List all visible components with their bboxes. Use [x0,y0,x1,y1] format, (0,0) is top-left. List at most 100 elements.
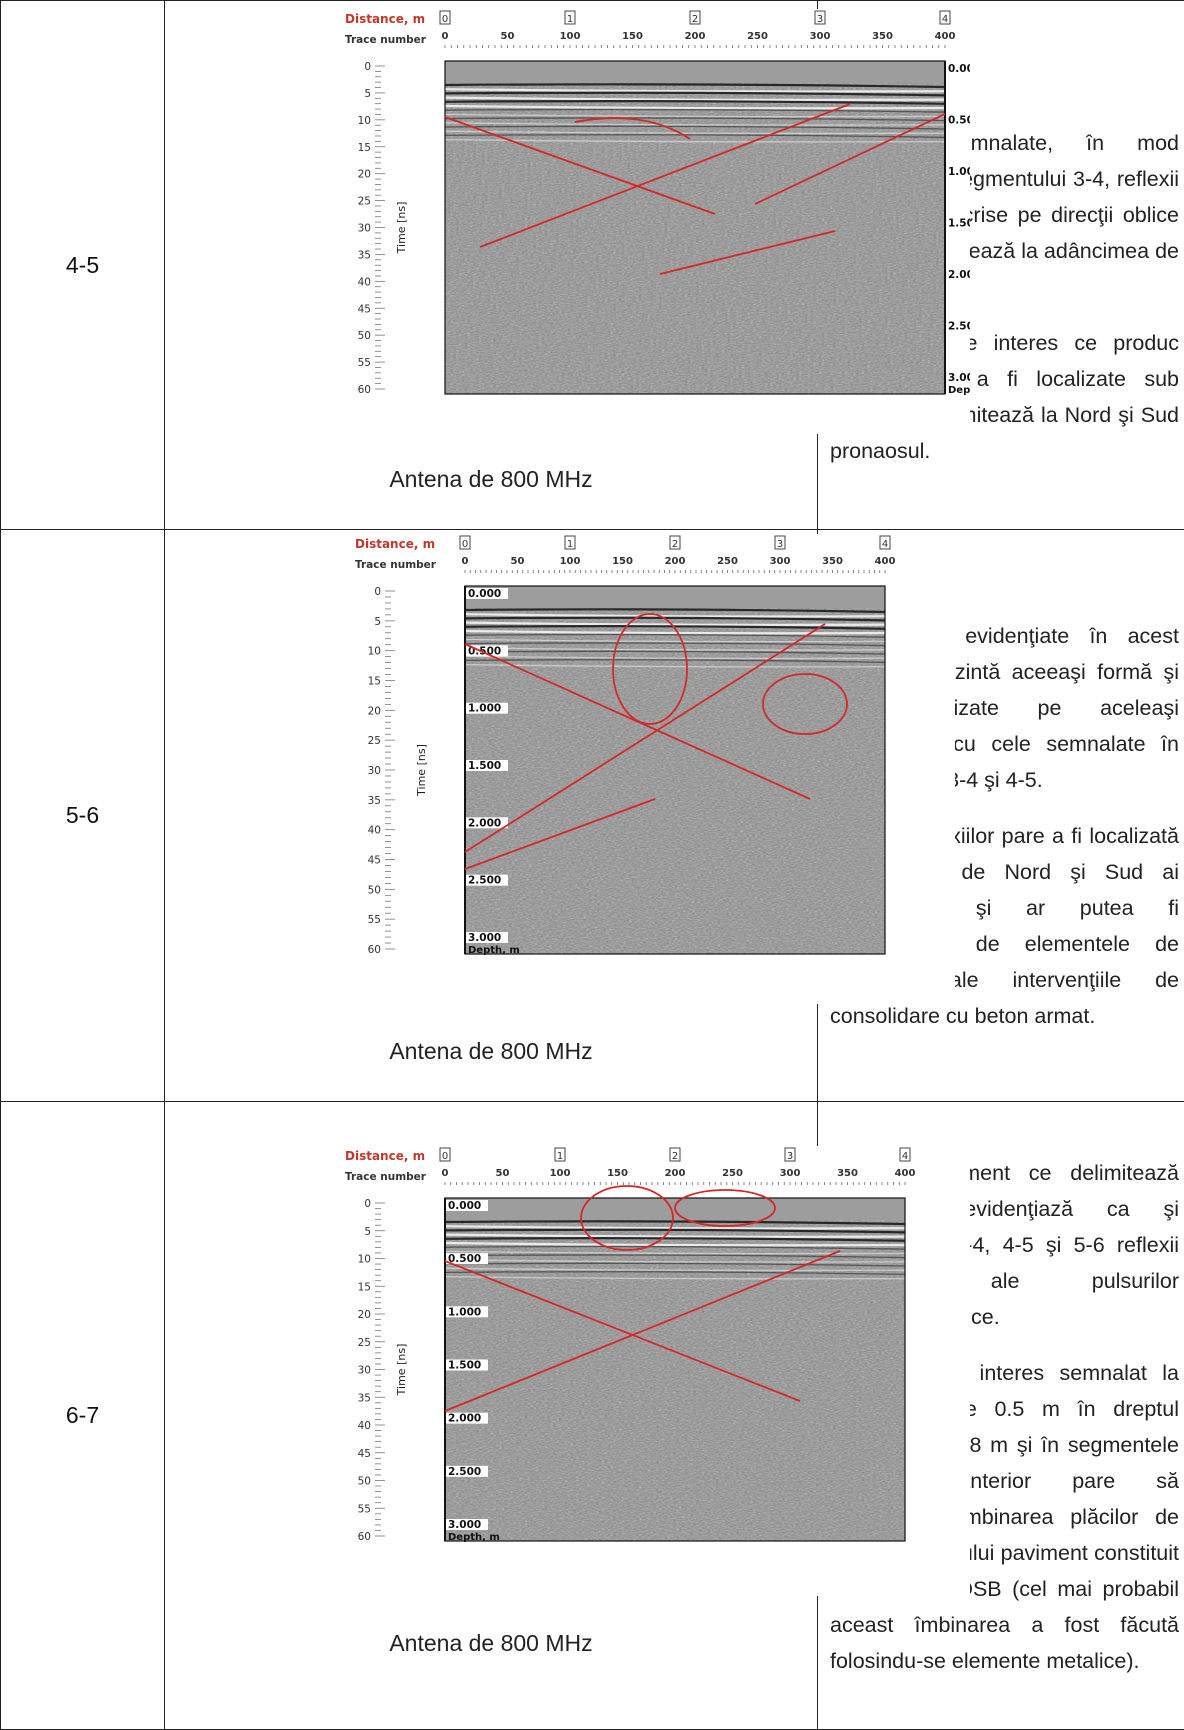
time-tick-label: 10 [358,1254,371,1266]
distance-mark: 0 [462,539,468,550]
depth-tick-label: 2.000 [468,817,501,829]
time-tick-label: 20 [358,169,371,181]
time-tick-label: 55 [368,914,381,926]
distance-mark: 2 [672,539,678,550]
time-tick-label: 60 [358,1531,371,1543]
time-tick-label: 55 [358,1503,371,1515]
trace-tick-label: 150 [612,556,633,567]
segment-label: 6-7 [1,1102,165,1730]
distance-mark: 2 [672,1151,678,1162]
distance-mark: 1 [557,1151,563,1162]
trace-tick-label: 50 [511,556,525,567]
time-tick-label: 30 [358,223,371,235]
depth-tick-label: 1.50 [948,218,970,230]
depth-tick-label: 3.000 [448,1519,481,1531]
time-axis-label: Time [ns] [415,744,428,797]
time-tick-label: 45 [368,855,381,867]
distance-mark: 2 [692,14,698,25]
time-tick-label: 5 [374,616,381,628]
time-tick-label: 25 [358,196,371,208]
depth-tick-label: 0.000 [468,588,501,600]
time-tick-label: 10 [358,115,371,127]
distance-axis-label: Distance, m [345,12,425,26]
time-tick-label: 15 [358,142,371,154]
trace-tick-label: 200 [665,1168,686,1179]
trace-tick-label: 400 [895,1168,916,1179]
time-tick-label: 20 [368,705,381,717]
trace-tick-label: 350 [822,556,843,567]
time-tick-label: 15 [358,1281,371,1293]
time-tick-label: 20 [358,1309,371,1321]
distance-mark: 4 [882,539,888,550]
time-tick-label: 25 [358,1337,371,1349]
time-tick-label: 50 [358,1476,371,1488]
time-tick-label: 40 [358,1420,371,1432]
depth-tick-label: 2.500 [468,875,501,887]
segment-label: 5-6 [1,530,165,1102]
depth-tick-label: 2.000 [448,1413,481,1425]
trace-tick-label: 400 [935,31,956,42]
depth-axis-label: Depth, m [468,945,520,956]
depth-tick-label: 3.000 [468,932,501,944]
time-tick-label: 0 [364,61,371,73]
trace-tick-label: 350 [837,1168,858,1179]
distance-mark: 0 [442,14,448,25]
trace-tick-label: 300 [780,1168,801,1179]
time-tick-label: 60 [368,944,381,956]
time-tick-label: 45 [358,303,371,315]
distance-axis-label: Distance, m [345,1149,425,1163]
depth-tick-label: 1.000 [468,703,501,715]
trace-tick-label: 300 [810,31,831,42]
trace-tick-label: 100 [550,1168,571,1179]
time-tick-label: 50 [368,884,381,896]
trace-tick-label: 350 [872,31,893,42]
distance-mark: 0 [442,1151,448,1162]
time-tick-label: 40 [368,825,381,837]
figure-caption: Antena de 800 MHz [165,1630,817,1657]
distance-axis-label: Distance, m [355,537,435,551]
time-tick-label: 35 [368,795,381,807]
time-tick-label: 60 [358,384,371,396]
time-tick-label: 40 [358,276,371,288]
distance-mark: 3 [817,14,823,25]
time-tick-label: 5 [364,88,371,100]
time-tick-label: 45 [358,1448,371,1460]
depth-tick-label: 2.500 [448,1466,481,1478]
trace-tick-label: 200 [665,556,686,567]
depth-axis-label: Depth, m [448,1532,500,1543]
depth-tick-label: 3.00 [948,372,970,384]
trace-axis-label: Trace number [345,34,427,46]
trace-tick-label: 0 [442,1168,449,1179]
figure-caption: Antena de 800 MHz [165,466,817,493]
trace-tick-label: 0 [462,556,469,567]
time-tick-label: 25 [368,735,381,747]
time-tick-label: 55 [358,357,371,369]
trace-tick-label: 200 [685,31,706,42]
depth-axis-label: Dept [948,385,970,396]
trace-tick-label: 0 [442,31,449,42]
depth-tick-label: 2.00 [948,269,970,281]
trace-tick-label: 250 [747,31,768,42]
trace-tick-label: 300 [770,556,791,567]
distance-mark: 3 [777,539,783,550]
depth-tick-label: 0.50 [948,115,970,127]
time-tick-label: 15 [368,676,381,688]
distance-mark: 1 [567,14,573,25]
distance-mark: 1 [567,539,573,550]
trace-tick-label: 250 [722,1168,743,1179]
time-tick-label: 0 [374,586,381,598]
trace-tick-label: 250 [717,556,738,567]
trace-tick-label: 100 [560,556,581,567]
trace-axis-label: Trace number [345,1171,427,1183]
time-tick-label: 50 [358,330,371,342]
time-tick-label: 30 [368,765,381,777]
